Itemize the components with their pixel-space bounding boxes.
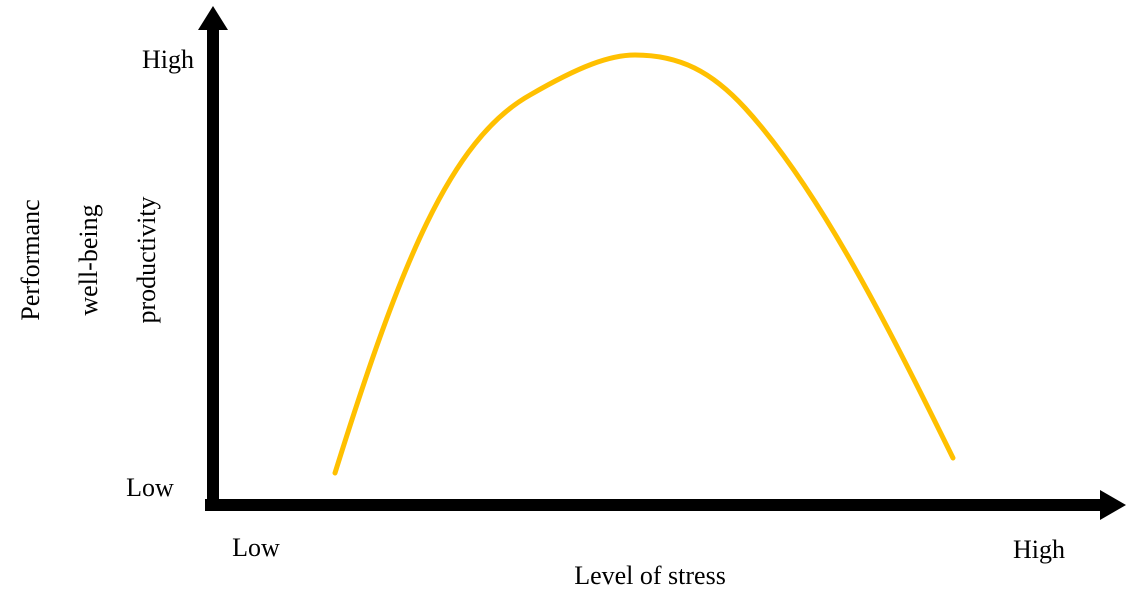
x-axis-label: Level of stress: [574, 561, 726, 590]
y-axis-label-line: well-being: [74, 204, 103, 315]
y-high-label: High: [142, 45, 194, 74]
x-low-label: Low: [232, 533, 280, 562]
x-high-label: High: [1013, 535, 1065, 564]
x-axis-arrow: [1100, 490, 1126, 520]
y-axis-label-line: productivity: [132, 196, 161, 323]
stress-curve: [332, 52, 956, 476]
y-axis-arrow: [198, 6, 228, 30]
y-axis-label-line: Performanc: [16, 199, 45, 320]
y-low-label: Low: [126, 473, 174, 502]
